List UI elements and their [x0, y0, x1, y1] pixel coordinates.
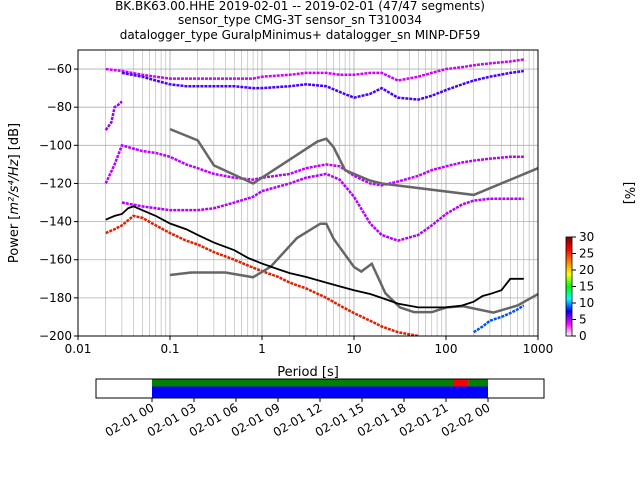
timeline-segment	[468, 379, 488, 387]
timeline-segment	[152, 386, 488, 398]
pdf-bands	[104, 58, 525, 336]
y-tick-label: −60	[47, 62, 72, 76]
title-line-2: sensor_type CMG-3T sensor_sn T310034	[177, 13, 423, 27]
colorbar-tick-label: 0	[579, 329, 587, 343]
colorbar-label: [%]	[621, 182, 636, 205]
pdf-band	[105, 58, 524, 82]
x-tick-label: 100	[435, 342, 458, 356]
timeline-segment	[453, 379, 469, 387]
colorbar-tick-label: 5	[579, 313, 587, 327]
title-line-1: BK.BK63.00.HHE 2019-02-01 -- 2019-02-01 …	[115, 0, 485, 13]
pdf-band	[473, 304, 525, 334]
y-tick-label: −100	[39, 138, 72, 152]
x-tick-label: 0.1	[160, 342, 179, 356]
grid-lines	[77, 50, 538, 337]
y-tick-label: −80	[47, 100, 72, 114]
pdf-band	[105, 214, 419, 336]
colorbar-tick-label: 10	[579, 296, 594, 310]
colorbar: 0 5 10 15 20 25 30	[565, 230, 594, 343]
y-tick-label: −160	[39, 253, 72, 267]
timeline-frame	[95, 378, 545, 399]
mode-line	[105, 205, 524, 309]
y-tick-label: −120	[39, 176, 72, 190]
colorbar-gradient	[565, 236, 573, 337]
noise-model-line	[169, 127, 538, 197]
colorbar-tick-label: 15	[579, 280, 594, 294]
pdf-band	[104, 143, 524, 187]
colorbar-tick-label: 20	[579, 263, 594, 277]
x-tick-label: 1	[258, 342, 266, 356]
x-ticks: 0.01 0.1 1 10 100 1000	[65, 336, 554, 356]
x-axis-label: Period [s]	[277, 365, 339, 380]
y-tick-label: −180	[39, 291, 72, 305]
timeline-segment	[152, 379, 453, 387]
x-tick-label: 10	[346, 342, 361, 356]
plot-frame	[77, 49, 539, 337]
y-ticks: −60 −80 −100 −120 −140 −160 −180 −200	[39, 62, 78, 343]
pdf-band	[104, 100, 123, 131]
x-tick-label: 1000	[523, 342, 554, 356]
mode-curve	[105, 205, 524, 309]
y-tick-label: −140	[39, 215, 72, 229]
x-tick-label: 0.01	[65, 342, 92, 356]
title-line-3: datalogger_type GuralpMinimus+ datalogge…	[119, 28, 481, 42]
pdf-band	[121, 172, 524, 242]
y-axis-label: Power [m²/s⁴/Hz] [dB]	[7, 123, 22, 263]
pdf-band	[121, 69, 524, 101]
colorbar-tick-label: 25	[579, 247, 594, 261]
colorbar-tick-label: 30	[579, 230, 594, 244]
y-tick-label: −200	[39, 329, 72, 343]
